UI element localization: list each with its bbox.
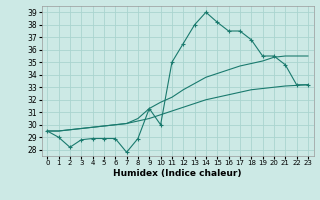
X-axis label: Humidex (Indice chaleur): Humidex (Indice chaleur)	[113, 169, 242, 178]
